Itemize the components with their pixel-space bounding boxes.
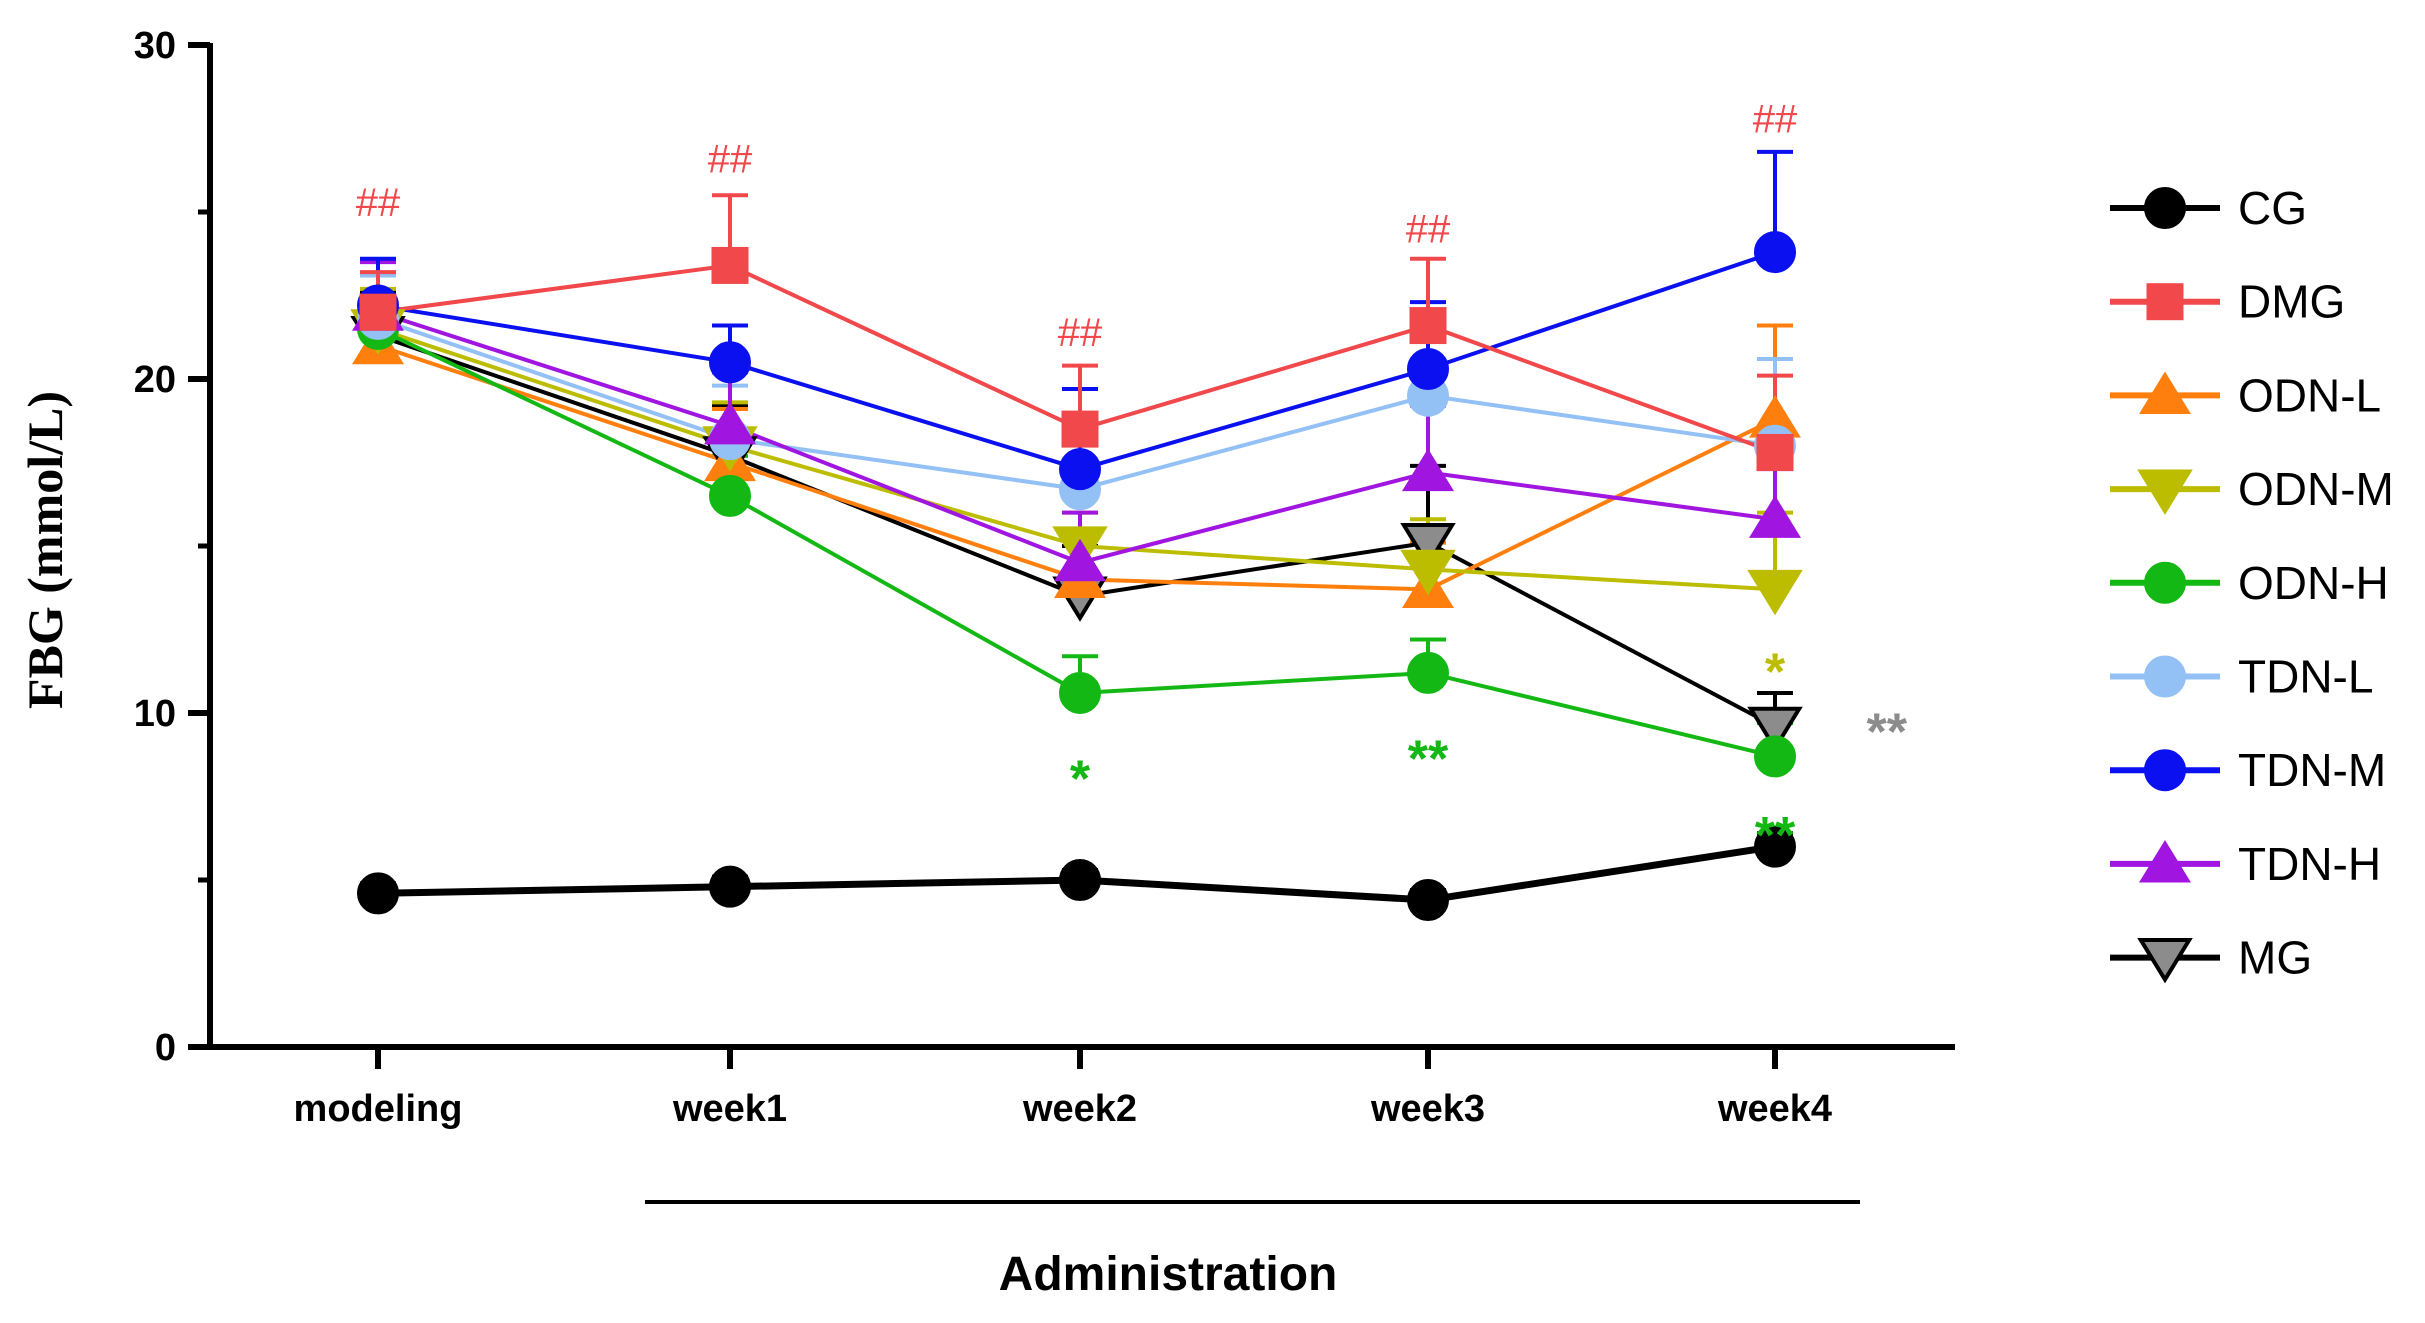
x-tick-label: week3 <box>1370 1088 1485 1130</box>
y-axis-title: FBG (mmol/L) <box>17 391 73 709</box>
legend-marker-odn-l <box>2139 371 2191 414</box>
x-tick-label: week1 <box>672 1088 787 1130</box>
legend-marker-tdn-h <box>2139 839 2191 883</box>
legend-marker-cg <box>2144 187 2186 229</box>
annotation-star: ** <box>1755 807 1796 865</box>
point-tdn-m <box>1754 231 1796 274</box>
y-tick-label: 10 <box>134 693 176 735</box>
legend-item-tdn-h: TDN-H <box>2110 838 2381 890</box>
legend-label: DMG <box>2238 276 2345 328</box>
point-tdn-h <box>1402 448 1454 492</box>
annotation-hash: ## <box>1058 311 1103 355</box>
x-tick-label: week2 <box>1022 1088 1137 1130</box>
legend-item-mg: MG <box>2110 932 2312 984</box>
point-odn-m <box>1400 549 1456 596</box>
point-dmg <box>711 246 749 284</box>
point-odn-h <box>1407 651 1449 694</box>
legend-item-dmg: DMG <box>2110 276 2345 328</box>
y-tick-label: 30 <box>134 25 176 67</box>
point-dmg <box>1061 410 1099 448</box>
axes: 0 10 20 30 modeling week1 week2 week3 week4 <box>134 25 1955 1204</box>
legend-label: ODN-M <box>2238 463 2394 515</box>
legend-label: CG <box>2238 182 2307 234</box>
point-odn-h <box>1754 735 1796 778</box>
x-tick-label: week4 <box>1717 1088 1832 1130</box>
point-mg <box>1747 706 1803 753</box>
annotation-star: ** <box>1408 730 1449 788</box>
point-cg <box>1754 825 1796 868</box>
point-odn-h <box>1059 671 1101 714</box>
legend-item-tdn-l: TDN-L <box>2110 651 2373 703</box>
legend-label: TDN-L <box>2238 651 2373 703</box>
legend-marker-mg <box>2137 938 2193 984</box>
y-tick-label: 0 <box>155 1027 176 1069</box>
annotation-hash: ## <box>356 181 401 225</box>
point-cg <box>709 865 751 908</box>
legend-item-odn-h: ODN-H <box>2110 557 2389 609</box>
legend: CG DMG ODN-L ODN-M ODN-H TDN-L TDN-M TDN-H MG <box>2110 182 2394 984</box>
legend-marker-odn-m <box>2137 469 2193 515</box>
point-cg <box>1407 879 1449 922</box>
point-dmg <box>1409 307 1447 345</box>
legend-marker-tdn-l <box>2144 655 2186 698</box>
annotation-star: * <box>1070 750 1091 808</box>
legend-item-tdn-m: TDN-M <box>2110 744 2386 796</box>
y-tick-label: 20 <box>134 359 176 401</box>
significance-annotations: ##########* ******* <box>356 97 1908 865</box>
point-tdn-h <box>1054 538 1106 582</box>
series-markers <box>350 231 1803 922</box>
legend-item-odn-l: ODN-L <box>2110 369 2381 421</box>
annotation-star: * <box>1765 644 1786 702</box>
annotation-star: ** <box>1867 704 1908 762</box>
annotation-hash: ## <box>708 138 753 182</box>
legend-marker-tdn-m <box>2144 749 2186 792</box>
point-odn-m <box>1747 569 1803 616</box>
point-tdn-m <box>1059 448 1101 491</box>
legend-label: ODN-H <box>2238 557 2389 609</box>
annotation-hash: ## <box>1406 208 1451 252</box>
point-tdn-m <box>709 341 751 384</box>
point-dmg <box>359 293 397 331</box>
point-cg <box>357 872 399 915</box>
x-axis-title: Administration <box>999 1248 1338 1301</box>
legend-label: MG <box>2238 932 2312 984</box>
legend-label: TDN-H <box>2238 838 2381 890</box>
legend-label: TDN-M <box>2238 744 2386 796</box>
point-cg <box>1059 859 1101 901</box>
legend-marker-odn-h <box>2144 561 2186 604</box>
legend-label: ODN-L <box>2238 369 2381 421</box>
point-tdn-h <box>1749 495 1801 538</box>
point-tdn-h <box>704 401 756 445</box>
plot-layer: ##########* ******* <box>350 97 1908 922</box>
legend-item-odn-m: ODN-M <box>2110 463 2394 515</box>
point-mg <box>1400 523 1456 569</box>
point-odn-h <box>709 474 751 517</box>
x-tick-label: modeling <box>294 1088 463 1130</box>
point-dmg <box>1756 433 1794 471</box>
point-tdn-m <box>1407 347 1449 390</box>
annotation-hash: ## <box>1753 97 1798 141</box>
legend-item-cg: CG <box>2110 182 2307 234</box>
legend-marker-dmg <box>2146 283 2184 321</box>
